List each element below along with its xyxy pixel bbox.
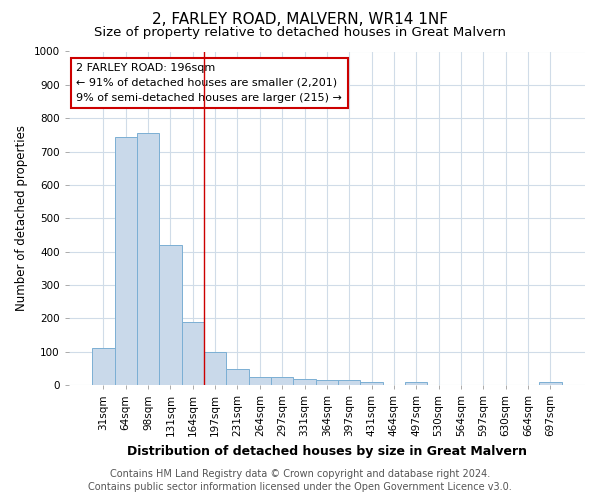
Bar	[293, 379, 316, 385]
Text: Contains HM Land Registry data © Crown copyright and database right 2024.
Contai: Contains HM Land Registry data © Crown c…	[88, 470, 512, 492]
Bar	[338, 380, 361, 385]
Bar	[248, 378, 271, 385]
Bar	[226, 370, 248, 385]
Bar	[361, 382, 383, 385]
Text: 2, FARLEY ROAD, MALVERN, WR14 1NF: 2, FARLEY ROAD, MALVERN, WR14 1NF	[152, 12, 448, 28]
Bar	[182, 322, 204, 385]
Y-axis label: Number of detached properties: Number of detached properties	[15, 126, 28, 312]
Bar	[405, 382, 427, 385]
Bar	[316, 380, 338, 385]
Bar	[115, 136, 137, 385]
Text: Size of property relative to detached houses in Great Malvern: Size of property relative to detached ho…	[94, 26, 506, 39]
Bar	[159, 245, 182, 385]
Text: 2 FARLEY ROAD: 196sqm
← 91% of detached houses are smaller (2,201)
9% of semi-de: 2 FARLEY ROAD: 196sqm ← 91% of detached …	[76, 63, 343, 103]
Bar	[204, 352, 226, 385]
Bar	[271, 376, 293, 385]
Bar	[92, 348, 115, 385]
X-axis label: Distribution of detached houses by size in Great Malvern: Distribution of detached houses by size …	[127, 444, 527, 458]
Bar	[539, 382, 562, 385]
Bar	[137, 133, 159, 385]
